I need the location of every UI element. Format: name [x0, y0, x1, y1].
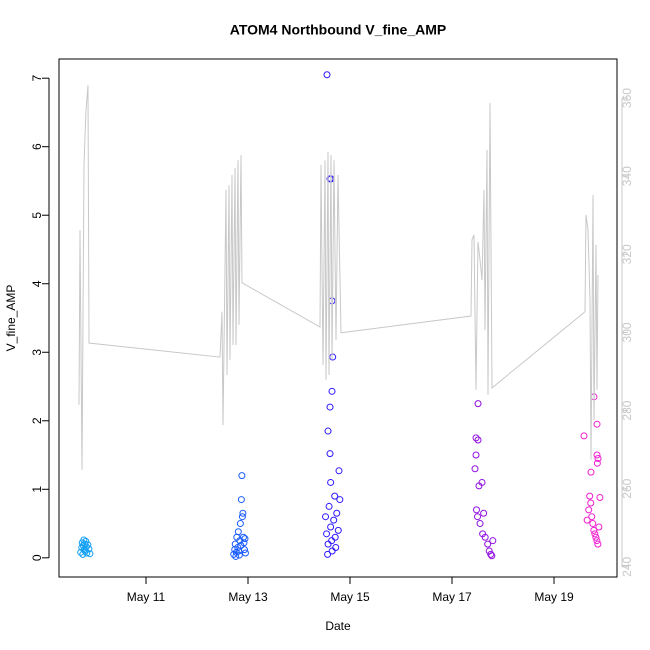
y2-tick-label: 300 [620, 322, 634, 342]
point [594, 454, 602, 462]
point [593, 451, 601, 459]
y2-tick-label: 280 [620, 400, 634, 420]
y2-tick-label: 360 [620, 88, 634, 108]
point [335, 467, 343, 475]
x-tick-label: May 17 [432, 590, 472, 604]
point [476, 520, 484, 528]
point [83, 549, 91, 557]
point [474, 400, 482, 408]
point [80, 536, 88, 544]
point [232, 552, 240, 560]
point [595, 523, 603, 531]
point [484, 540, 492, 548]
point [590, 526, 598, 534]
point [328, 387, 336, 395]
point [588, 513, 596, 521]
y-tick-label: 3 [30, 349, 44, 356]
point [592, 533, 600, 541]
y-tick-label: 5 [30, 212, 44, 219]
point [323, 530, 331, 538]
point [472, 451, 480, 459]
point [326, 403, 334, 411]
point [323, 71, 331, 79]
point [238, 513, 246, 521]
point [471, 465, 479, 473]
point [85, 545, 93, 553]
point [474, 436, 482, 444]
point [331, 533, 339, 541]
point [327, 523, 335, 531]
point [240, 539, 248, 547]
point [336, 496, 344, 504]
y-tick-label: 1 [30, 486, 44, 493]
y-tick-label: 6 [30, 143, 44, 150]
point [328, 537, 336, 545]
point [324, 427, 332, 435]
point [489, 537, 497, 545]
point [332, 544, 340, 552]
y2-tick-label: 240 [620, 557, 634, 577]
point [237, 496, 245, 504]
point [324, 540, 332, 548]
point [325, 502, 333, 510]
point [234, 528, 242, 536]
x-tick-label: May 19 [534, 590, 574, 604]
point [327, 478, 335, 486]
point [241, 549, 249, 557]
x-tick-label: May 13 [228, 590, 268, 604]
point [472, 434, 480, 442]
point [585, 506, 593, 514]
x-tick-label: May 11 [127, 590, 166, 604]
point [241, 535, 249, 543]
point [322, 513, 330, 521]
point [587, 468, 595, 476]
point [586, 492, 594, 500]
point [239, 509, 247, 517]
point [236, 520, 244, 528]
point [334, 526, 342, 534]
point [330, 516, 338, 524]
point [329, 353, 337, 361]
plot-box [58, 58, 618, 578]
chart-title: ATOM4 Northbound V_fine_AMP [230, 22, 446, 38]
point [481, 533, 489, 541]
y-tick-label: 7 [30, 75, 44, 82]
point [587, 499, 595, 507]
point [594, 540, 602, 548]
point [238, 472, 246, 480]
y2-tick-label: 340 [620, 166, 634, 186]
y2-tick-label: 260 [620, 478, 634, 498]
point [488, 552, 496, 560]
point [331, 492, 339, 500]
y-tick-label: 0 [30, 554, 44, 561]
x-axis-label: Date [325, 619, 351, 633]
x-tick-label: May 15 [330, 590, 370, 604]
point [324, 550, 332, 558]
point [86, 550, 94, 558]
y-tick-label: 4 [30, 280, 44, 287]
point [593, 420, 601, 428]
point [326, 450, 334, 458]
point [593, 537, 601, 545]
y2-tick-label: 320 [620, 244, 634, 264]
point [240, 546, 248, 554]
point [480, 509, 488, 517]
point [475, 482, 483, 490]
point [472, 506, 480, 514]
y-axis-label: V_fine_AMP [4, 285, 18, 352]
point [474, 513, 482, 521]
point [333, 509, 341, 517]
point [596, 494, 604, 502]
y-tick-label: 2 [30, 417, 44, 424]
point [583, 516, 591, 524]
line [78, 85, 599, 471]
point [487, 550, 495, 558]
point [589, 520, 597, 528]
point [591, 530, 599, 538]
point [593, 459, 601, 467]
point [580, 432, 588, 440]
point [84, 541, 92, 549]
point [235, 551, 243, 559]
